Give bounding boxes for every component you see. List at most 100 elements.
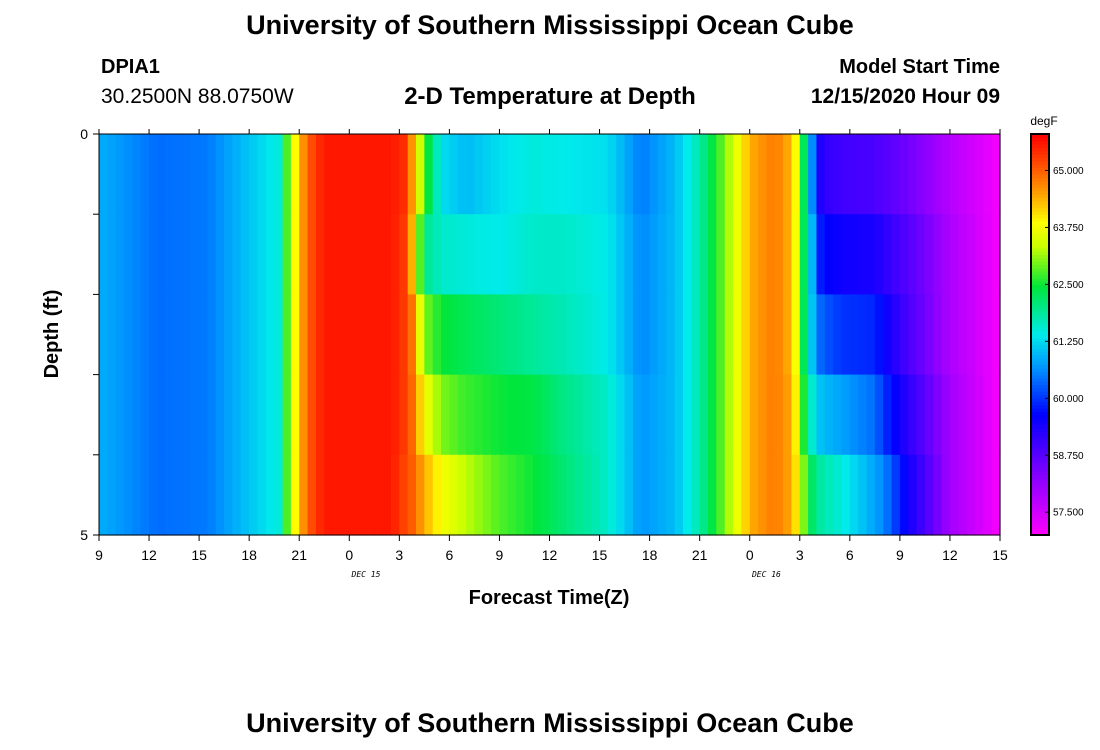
heatmap-cell <box>499 294 509 376</box>
heatmap-cell <box>708 294 717 376</box>
colorbar-swatch <box>1031 414 1049 419</box>
colorbar-swatch <box>1031 301 1049 306</box>
heatmap-cell <box>190 374 200 456</box>
colorbar-swatch <box>1031 508 1049 513</box>
heatmap-cell <box>499 454 509 536</box>
heatmap-cell <box>290 294 300 376</box>
heatmap-cell <box>140 454 150 536</box>
heatmap-cell <box>449 374 459 456</box>
colorbar-swatch <box>1031 521 1049 526</box>
heatmap-cell <box>507 294 517 376</box>
heatmap-cell <box>132 454 142 536</box>
heatmap-cell <box>274 214 284 295</box>
colorbar-swatch <box>1031 287 1049 292</box>
heatmap-cell <box>140 214 150 295</box>
heatmap-cell <box>991 374 1001 456</box>
heatmap-cell <box>716 134 726 215</box>
heatmap-cell <box>165 374 175 456</box>
heatmap-cell <box>616 374 626 456</box>
heatmap-cell <box>224 454 234 536</box>
heatmap-cell <box>758 214 767 295</box>
heatmap-cell <box>991 454 1001 536</box>
heatmap-cell <box>657 454 667 536</box>
heatmap-cell <box>441 134 450 215</box>
heatmap-cell <box>816 374 826 456</box>
heatmap-cell <box>424 294 434 376</box>
colorbar-swatch <box>1031 391 1049 396</box>
x-date-label: DEC 15 <box>351 570 381 579</box>
heatmap-cell <box>340 374 350 456</box>
heatmap-cell <box>691 134 701 215</box>
heatmap-cell <box>215 454 225 536</box>
heatmap-cell <box>899 214 909 295</box>
heatmap-cell <box>699 294 709 376</box>
heatmap-cell <box>858 374 868 456</box>
colorbar-swatch <box>1031 384 1049 389</box>
heatmap-cell <box>766 374 776 456</box>
heatmap-cell <box>641 294 651 376</box>
heatmap-cell <box>416 294 425 376</box>
colorbar-swatch <box>1031 147 1049 152</box>
heatmap-cell <box>766 454 776 536</box>
colorbar-swatch <box>1031 157 1049 162</box>
heatmap-cell <box>532 294 542 376</box>
heatmap-cell <box>966 374 976 456</box>
colorbar-swatch <box>1031 421 1049 426</box>
heatmap-cell <box>124 454 133 536</box>
heatmap-cell <box>716 214 726 295</box>
heatmap-cell <box>432 374 442 456</box>
heatmap-cell <box>382 374 392 456</box>
colorbar-swatch <box>1031 227 1049 232</box>
colorbar-swatch <box>1031 331 1049 336</box>
heatmap-cell <box>491 374 501 456</box>
heatmap-cell <box>649 134 659 215</box>
colorbar-swatch <box>1031 441 1049 446</box>
heatmap-cell <box>265 294 275 376</box>
colorbar-swatch <box>1031 174 1049 179</box>
heatmap-cell <box>407 214 417 295</box>
heatmap-cell <box>808 454 818 536</box>
heatmap-cell <box>274 294 284 376</box>
colorbar-swatch <box>1031 237 1049 242</box>
heatmap-cell <box>190 134 200 215</box>
heatmap-cell <box>641 214 651 295</box>
heatmap-cell <box>249 294 259 376</box>
heatmap-cell <box>349 294 359 376</box>
x-tick-label: 21 <box>291 547 307 563</box>
colorbar-swatch <box>1031 491 1049 496</box>
heatmap-cell <box>916 454 926 536</box>
heatmap-cell <box>974 134 984 215</box>
heatmap-cell <box>974 294 984 376</box>
heatmap-cell <box>240 214 250 295</box>
heatmap-cell <box>958 294 968 376</box>
heatmap-cell <box>616 134 626 215</box>
heatmap-cell <box>365 134 375 215</box>
heatmap-cell <box>883 294 893 376</box>
heatmap-cell <box>724 134 734 215</box>
heatmap-cell <box>282 294 292 376</box>
heatmap-cell <box>749 374 759 456</box>
heatmap-cell <box>466 214 476 295</box>
heatmap-cell <box>182 374 192 456</box>
heatmap-cell <box>966 454 976 536</box>
heatmap-cell <box>382 454 392 536</box>
heatmap-cell <box>766 134 776 215</box>
heatmap-cell <box>265 374 275 456</box>
heatmap-cell <box>624 454 634 536</box>
heatmap-cell <box>933 454 943 536</box>
heatmap-cell <box>457 294 467 376</box>
heatmap-cell <box>107 454 117 536</box>
heatmap-cell <box>199 214 209 295</box>
heatmap-cell <box>724 374 734 456</box>
heatmap-cell <box>699 374 709 456</box>
heatmap-cell <box>374 294 384 376</box>
heatmap-cell <box>149 374 158 456</box>
heatmap-cell <box>249 214 259 295</box>
heatmap-cell <box>199 294 209 376</box>
heatmap-cell <box>257 134 267 215</box>
colorbar-swatch <box>1031 167 1049 172</box>
heatmap-cell <box>124 294 133 376</box>
x-tick-label: 18 <box>241 547 257 563</box>
x-tick-label: 12 <box>141 547 157 563</box>
heatmap-cell <box>599 294 609 376</box>
